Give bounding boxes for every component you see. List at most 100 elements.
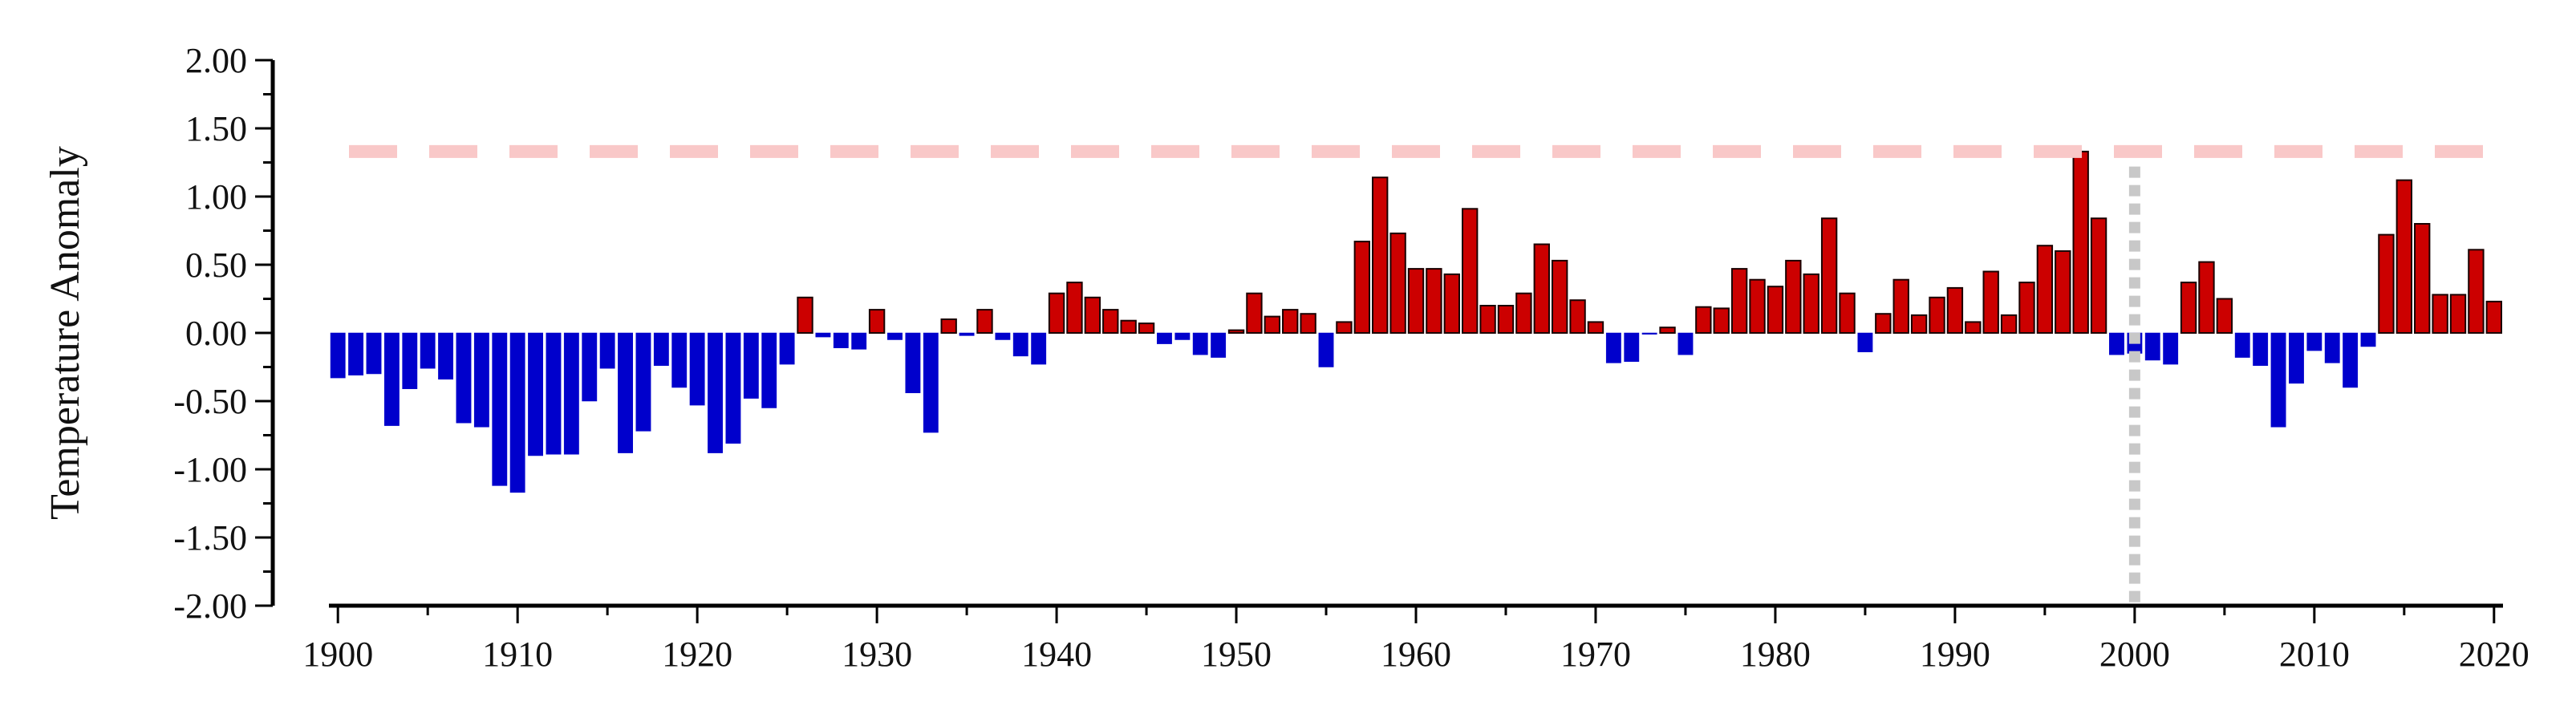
bar-2015 [2395, 179, 2413, 334]
bar-1911 [528, 332, 544, 456]
bar-1923 [743, 332, 759, 399]
x-tick-label: 1910 [482, 635, 553, 674]
bar-1944 [1120, 319, 1137, 335]
bar-1948 [1192, 332, 1208, 355]
bar-1940 [1048, 292, 1065, 335]
x-tick-label: 1900 [302, 635, 373, 674]
x-tick-label: 2020 [2459, 635, 2529, 674]
bar-2019 [2468, 249, 2485, 334]
bar-1929 [851, 332, 867, 350]
bar-1924 [761, 332, 777, 408]
bar-1995 [2036, 245, 2054, 335]
bar-1904 [402, 332, 418, 389]
bar-1958 [1372, 176, 1389, 334]
y-tick-label: -1.00 [173, 450, 247, 489]
bar-1959 [1389, 232, 1406, 334]
bar-1975 [1677, 332, 1694, 355]
bar-2018 [2449, 294, 2467, 334]
bar-1903 [383, 332, 400, 426]
bar-1982 [1803, 273, 1819, 334]
bar-1987 [1892, 278, 1909, 335]
bar-1952 [1264, 315, 1281, 335]
bar-1962 [1443, 273, 1460, 334]
bar-2020 [2485, 300, 2502, 334]
bar-1986 [1875, 313, 1892, 335]
bar-2002 [2163, 332, 2179, 365]
bar-1905 [420, 332, 436, 369]
bar-1945 [1138, 322, 1155, 335]
bar-1957 [1353, 241, 1371, 335]
y-tick-label: 0.00 [185, 314, 247, 353]
bar-1915 [599, 332, 615, 369]
bar-1996 [2055, 250, 2071, 334]
bar-1912 [546, 332, 562, 455]
bar-1927 [815, 332, 831, 338]
x-tick-label: 1970 [1560, 635, 1631, 674]
bar-1942 [1084, 296, 1101, 334]
bar-1977 [1713, 307, 1730, 334]
bar-2001 [2144, 332, 2160, 361]
bar-1939 [1031, 332, 1047, 365]
bar-1965 [1497, 305, 1515, 334]
bar-1913 [563, 332, 579, 455]
bar-1985 [1857, 332, 1873, 353]
bar-1914 [582, 332, 598, 402]
bar-1910 [509, 332, 525, 493]
bar-1967 [1533, 243, 1550, 334]
bar-1951 [1246, 292, 1263, 335]
x-tick-label: 1950 [1201, 635, 1272, 674]
bar-1938 [1012, 332, 1028, 357]
y-axis: 2.00 1.50 1.00 0.50 0.00 -0.50 -1.00 -1.50 -2.00 [173, 41, 275, 626]
bar-2013 [2360, 332, 2376, 347]
bar-1999 [2109, 332, 2124, 355]
x-tick-label: 1960 [1381, 635, 1451, 674]
bar-2009 [2289, 332, 2304, 384]
bar-1973 [1641, 332, 1657, 335]
y-axis-title: Temperature Anomaly [43, 146, 88, 520]
bar-1956 [1336, 321, 1353, 334]
bar-1964 [1479, 305, 1496, 334]
bar-1902 [366, 332, 382, 375]
bar-1953 [1282, 309, 1299, 335]
bar-1955 [1318, 332, 1334, 367]
bar-2003 [2180, 282, 2197, 335]
bar-1972 [1624, 332, 1640, 362]
bar-1901 [348, 332, 364, 375]
bar-1931 [887, 332, 903, 340]
bar-1963 [1462, 208, 1479, 334]
bar-1974 [1659, 327, 1676, 335]
bar-2011 [2324, 332, 2340, 363]
bar-1908 [473, 332, 489, 428]
bar-1984 [1839, 292, 1856, 335]
bar-1932 [905, 332, 921, 394]
bar-1947 [1174, 332, 1191, 340]
bar-1943 [1102, 309, 1119, 335]
bar-group [330, 150, 2502, 493]
bar-1992 [1982, 270, 1999, 334]
bar-1922 [725, 332, 741, 444]
bar-1926 [797, 296, 813, 334]
x-tick-label: 1930 [842, 635, 912, 674]
bar-1900 [330, 332, 346, 379]
bar-1954 [1300, 313, 1316, 335]
bar-1966 [1515, 292, 1532, 335]
bar-1983 [1820, 217, 1838, 335]
x-tick-label: 1990 [1920, 635, 1990, 674]
bar-1976 [1695, 306, 1712, 335]
bar-1909 [492, 332, 508, 486]
y-tick-label: -2.00 [173, 586, 247, 626]
x-axis: 1900 1910 1920 1930 1940 1950 1960 1970 1980 1990… [302, 603, 2529, 674]
bar-1993 [2000, 314, 2018, 334]
bar-1906 [438, 332, 454, 380]
bar-1921 [708, 332, 723, 453]
bar-1998 [2090, 217, 2107, 335]
bar-1928 [833, 332, 849, 348]
bar-1941 [1066, 282, 1083, 335]
bar-1979 [1749, 278, 1766, 335]
bar-2012 [2343, 332, 2359, 388]
reference-lines [349, 144, 2503, 604]
bar-1978 [1730, 268, 1748, 335]
bar-1970 [1587, 321, 1604, 334]
bar-1946 [1157, 332, 1172, 344]
bar-2017 [2432, 294, 2448, 334]
